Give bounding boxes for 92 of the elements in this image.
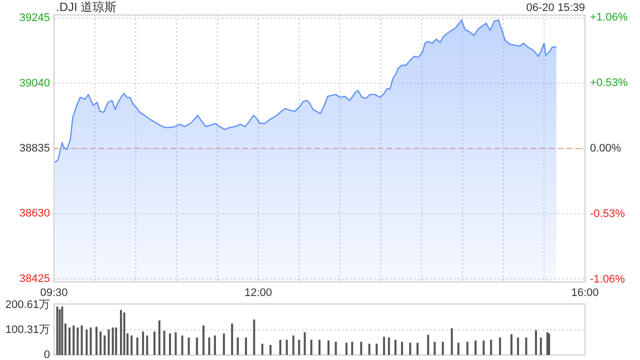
bar (112, 328, 114, 355)
y2-tick-label: +0.53% (590, 76, 628, 89)
bar (136, 338, 138, 355)
bar (482, 340, 485, 355)
y2-tick-label: 0.00% (590, 142, 622, 154)
bar (202, 326, 204, 355)
bar (181, 336, 184, 355)
bar (517, 338, 520, 355)
bar (244, 338, 247, 355)
bar (345, 342, 348, 355)
bar (95, 326, 98, 355)
bar (360, 342, 362, 355)
bar (56, 306, 58, 355)
bar (174, 332, 177, 355)
bar (388, 338, 390, 355)
bar (466, 342, 468, 355)
bar (334, 342, 337, 355)
bar (188, 338, 190, 355)
bar (68, 328, 71, 355)
bar (434, 342, 436, 355)
bar (409, 342, 412, 355)
bar (368, 344, 370, 355)
bar (153, 332, 156, 355)
bar (457, 342, 460, 355)
bar (86, 330, 88, 355)
y-tick-label: 38835 (19, 142, 50, 154)
bar (376, 344, 378, 355)
bar (474, 340, 477, 355)
bar (401, 342, 404, 355)
bar (534, 330, 537, 355)
bar (442, 342, 444, 355)
bar (100, 332, 102, 355)
y-tick-label: 100.31万 (5, 324, 50, 336)
bar (304, 332, 306, 355)
y-tick-label: 39245 (19, 12, 50, 24)
bar (394, 340, 396, 355)
bar (279, 340, 282, 355)
y-tick-label: 0 (44, 349, 50, 360)
bar (130, 336, 133, 355)
bar (208, 338, 210, 355)
bar (490, 340, 492, 355)
x-tick-label: 09:30 (40, 287, 68, 299)
bar (222, 334, 225, 355)
bar (104, 336, 106, 355)
text: 06-20 15:39 (526, 2, 585, 14)
x-tick-label: 16:00 (571, 287, 599, 299)
bar (540, 338, 542, 355)
bar (236, 338, 239, 355)
bar (416, 342, 419, 355)
bar (196, 338, 198, 355)
bar (298, 340, 300, 355)
bar (61, 306, 64, 355)
bar (214, 336, 216, 355)
y2-tick-label: +1.06% (590, 11, 628, 24)
bar (80, 326, 83, 355)
bar (58, 309, 61, 355)
y-tick-label: 38630 (19, 208, 50, 220)
bar (286, 340, 288, 355)
bar (115, 328, 118, 355)
bar (427, 334, 430, 355)
bar (327, 340, 330, 355)
bar (108, 330, 110, 355)
bar (525, 338, 528, 355)
bar (351, 342, 354, 355)
bar (510, 334, 512, 355)
bar (450, 328, 453, 355)
bar (120, 310, 122, 355)
bar (261, 344, 264, 355)
bar (158, 320, 160, 355)
bar (383, 336, 386, 355)
bar (292, 336, 294, 355)
bar (318, 340, 320, 355)
bar (123, 312, 126, 355)
bar (169, 334, 172, 355)
bar (310, 340, 312, 355)
bar (146, 336, 148, 355)
bar (499, 338, 502, 355)
y-tick-label: 200.61万 (5, 298, 50, 311)
bar (76, 328, 79, 355)
bar (142, 332, 144, 355)
y-tick-label: 39040 (19, 77, 50, 90)
y-tick-label: 38425 (19, 272, 50, 285)
bar (253, 320, 256, 355)
y2-tick-label: -1.06% (590, 274, 626, 286)
bar (231, 324, 234, 355)
bar (269, 345, 272, 355)
bar (90, 328, 92, 355)
y2-tick-label: -0.53% (590, 208, 626, 220)
bar (72, 326, 75, 355)
bar (163, 330, 166, 355)
x-tick-label: 12:00 (244, 287, 272, 299)
chart-title: .DJI 道琼斯 (56, 0, 117, 14)
